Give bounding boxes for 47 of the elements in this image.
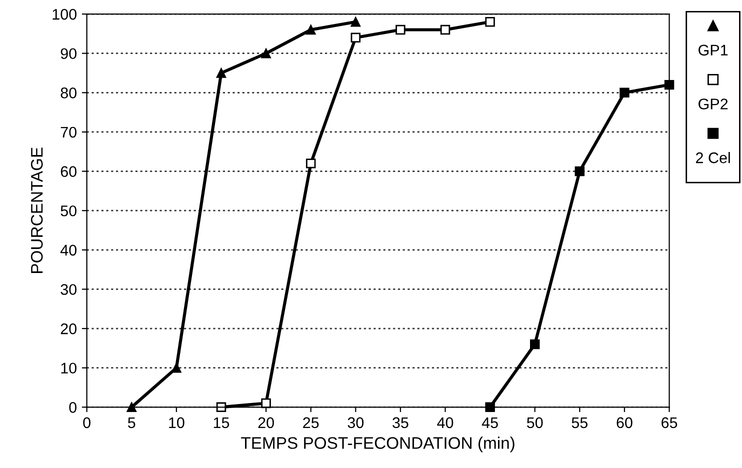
point: [350, 17, 361, 27]
x-tick-label: 40: [437, 417, 454, 428]
x-tick-label: 15: [214, 417, 230, 428]
point: [306, 24, 316, 35]
point: [485, 402, 495, 412]
y-tick-label: 50: [60, 205, 76, 216]
y-tick-label: 20: [60, 323, 76, 334]
x-axis-title: TEMPS POST-FECONDATION (min): [241, 436, 514, 452]
point: [172, 362, 182, 373]
point: [620, 88, 630, 98]
y-tick-label: 80: [60, 88, 76, 98]
point: [485, 17, 495, 27]
legend-label: GP1: [698, 44, 728, 56]
point: [350, 32, 361, 42]
point: [126, 402, 136, 412]
y-tick-label: 0: [69, 402, 76, 413]
x-tick-label: 45: [482, 417, 498, 428]
y-tick-label: 40: [60, 244, 76, 256]
point: [530, 339, 540, 350]
x-tick-label: 50: [526, 417, 543, 428]
point: [306, 158, 316, 168]
y-axis-title: POURCENTAGE: [30, 148, 43, 273]
x-tick-label: 20: [258, 417, 274, 428]
point: [574, 166, 585, 176]
legend-label: GP2: [698, 98, 728, 110]
legend-label: 2 Cel: [696, 152, 730, 164]
x-tick-label: 65: [662, 417, 678, 428]
x-tick-label: 25: [303, 417, 319, 428]
y-tick-label: 10: [61, 362, 76, 374]
x-tick-label: 60: [616, 417, 632, 428]
x-tick-label: 35: [392, 417, 408, 428]
x-tick-label: 0: [83, 417, 90, 428]
x-tick-label: 10: [169, 417, 184, 428]
point: [216, 68, 226, 78]
y-tick-label: 60: [60, 166, 76, 177]
point: [216, 402, 226, 412]
x-tick-label: 5: [128, 417, 136, 428]
point: [440, 24, 450, 35]
y-tick-label: 70: [60, 126, 76, 138]
point: [396, 24, 406, 35]
y-tick-label: 90: [60, 48, 76, 60]
y-tick-label: 100: [52, 8, 76, 20]
point: [261, 398, 271, 408]
y-tick-label: 30: [60, 284, 76, 295]
x-tick-label: 30: [348, 417, 364, 428]
point: [261, 48, 271, 58]
x-tick-label: 55: [572, 417, 588, 428]
